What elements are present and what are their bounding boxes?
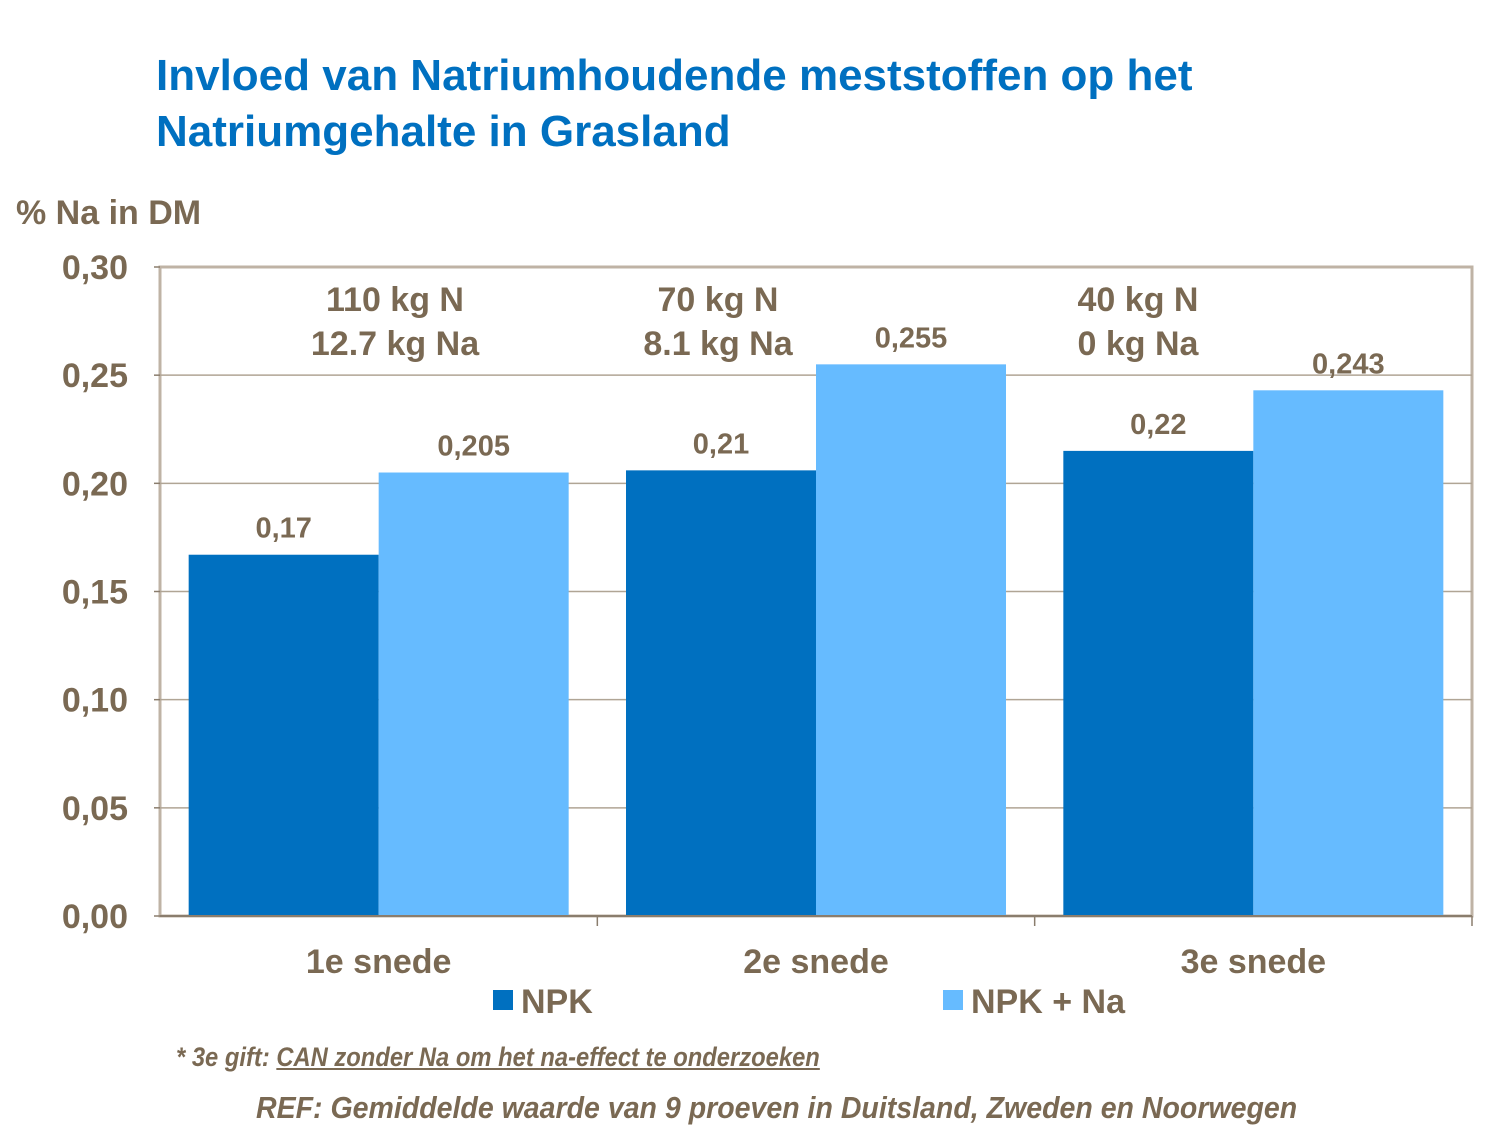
legend-label: NPK bbox=[521, 983, 593, 1021]
data-label: 0,255 bbox=[875, 322, 948, 354]
bar-npk-na bbox=[378, 472, 569, 916]
y-tick-label: 0,30 bbox=[62, 249, 128, 287]
bar-npk bbox=[626, 470, 816, 916]
legend-label: NPK + Na bbox=[971, 983, 1126, 1021]
data-label: 0,243 bbox=[1312, 348, 1385, 380]
x-tick-label: 1e snede bbox=[306, 943, 452, 981]
legend-swatch bbox=[943, 990, 963, 1010]
footnote-underlined: CAN zonder Na om het na-effect te onderz… bbox=[276, 1042, 820, 1072]
bar-npk-na bbox=[1253, 390, 1444, 916]
chart-title: Invloed van Natriumhoudende meststoffen … bbox=[156, 48, 1193, 160]
y-tick-label: 0,10 bbox=[62, 682, 128, 720]
y-tick-label: 0,15 bbox=[62, 574, 128, 612]
data-label: 0,21 bbox=[693, 428, 749, 460]
annotation-n: 70 kg N bbox=[658, 281, 779, 319]
annotation-n: 40 kg N bbox=[1078, 281, 1199, 319]
bar-npk bbox=[188, 554, 379, 916]
x-tick-label: 2e snede bbox=[743, 943, 889, 981]
footnote-prefix: * 3e gift: bbox=[176, 1042, 277, 1072]
bar-npk bbox=[1063, 450, 1254, 916]
y-tick-label: 0,20 bbox=[62, 465, 128, 503]
annotation-na: 12.7 kg Na bbox=[311, 325, 480, 363]
y-tick-label: 0,00 bbox=[62, 898, 128, 936]
title-line-1: Invloed van Natriumhoudende meststoffen … bbox=[156, 51, 1193, 100]
bar-npk-na bbox=[816, 364, 1006, 917]
annotation-na: 0 kg Na bbox=[1078, 325, 1200, 363]
data-label: 0,17 bbox=[255, 513, 311, 545]
title-line-2: Natriumgehalte in Grasland bbox=[156, 107, 731, 156]
footnote: * 3e gift: CAN zonder Na om het na-effec… bbox=[176, 1042, 820, 1073]
x-tick-label: 3e snede bbox=[1181, 943, 1327, 981]
data-label: 0,205 bbox=[437, 431, 510, 463]
legend-swatch bbox=[493, 990, 513, 1010]
y-tick-label: 0,05 bbox=[62, 790, 128, 828]
reference-note: REF: Gemiddelde waarde van 9 proeven in … bbox=[256, 1090, 1298, 1125]
y-axis-label: % Na in DM bbox=[16, 194, 202, 232]
annotation-na: 8.1 kg Na bbox=[643, 325, 793, 363]
y-tick-label: 0,25 bbox=[62, 357, 128, 395]
annotation-n: 110 kg N bbox=[326, 281, 464, 319]
data-label: 0,22 bbox=[1130, 409, 1186, 441]
